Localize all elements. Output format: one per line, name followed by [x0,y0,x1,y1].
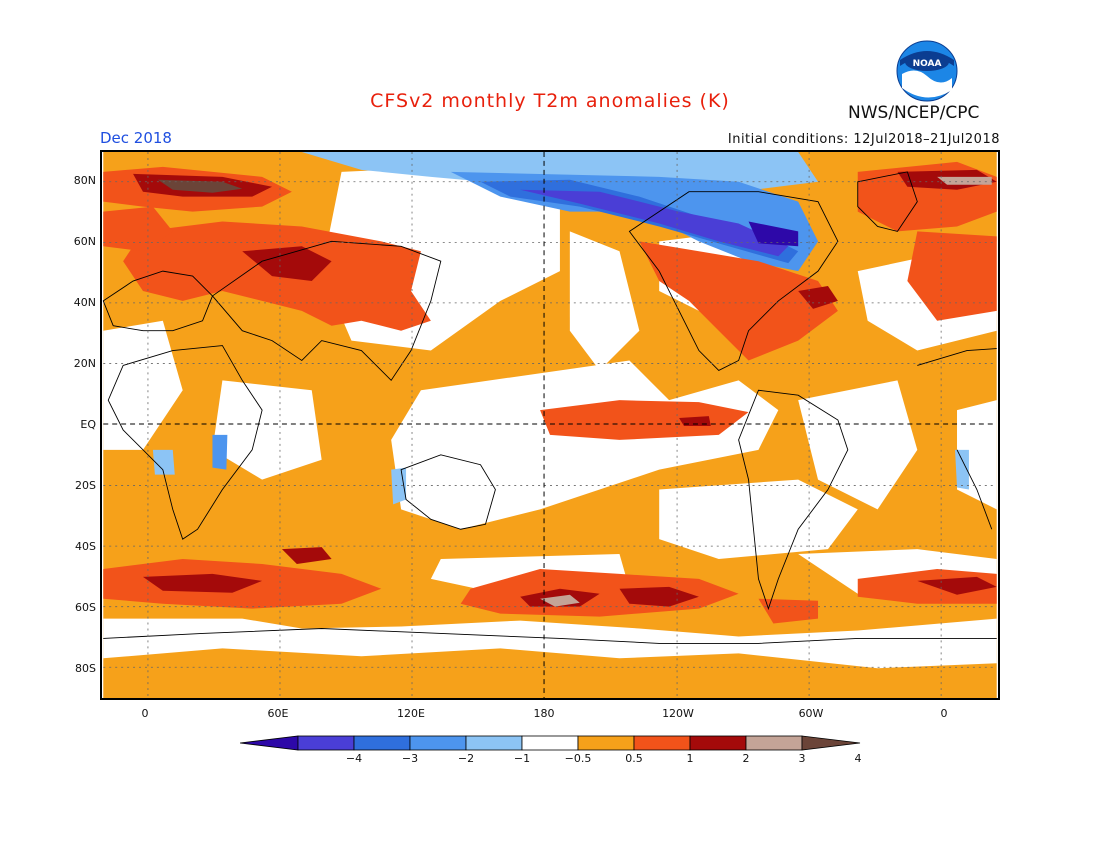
lon-label: 0 [940,707,948,720]
colorbar-label: 1 [686,752,694,765]
colorbar [240,735,861,751]
colorbar-label: 0.5 [625,752,643,765]
lon-label: 60E [267,707,289,720]
colorbar-cell [745,735,803,751]
lon-label: 120E [397,707,425,720]
lon-label: 60W [798,707,824,720]
agency-label: NWS/NCEP/CPC [848,103,980,123]
colorbar-cell [465,735,523,751]
lon-label: 0 [141,707,149,720]
lat-label: 80N [73,174,96,187]
colorbar-arrow-low [240,735,299,751]
noaa-logo: NOAA [896,40,958,102]
colorbar-label: −3 [401,752,419,765]
colorbar-cell [689,735,747,751]
anomaly-map [100,150,1000,700]
colorbar-label: 4 [854,752,862,765]
lat-label: 40N [73,296,96,309]
colorbar-label: −2 [457,752,475,765]
lat-label: 60N [73,235,96,248]
noaa-logo-text: NOAA [913,59,942,69]
colorbar-label: 2 [742,752,750,765]
lat-label: EQ [80,418,96,431]
colorbar-cell [409,735,467,751]
valid-month: Dec 2018 [100,129,172,147]
colorbar-label: 3 [798,752,806,765]
colorbar-label: −1 [513,752,531,765]
anomaly-field [102,152,997,698]
lon-label: 180 [533,707,555,720]
lat-label: 60S [75,601,96,614]
lat-label: 20S [75,479,96,492]
colorbar-cell [521,735,579,751]
colorbar-cell [297,735,355,751]
lat-label: 80S [75,662,96,675]
initial-conditions: Initial conditions: 12Jul2018–21Jul2018 [727,132,1000,147]
lat-label: 20N [73,357,96,370]
chart-title: CFSv2 monthly T2m anomalies (K) [370,90,730,112]
lon-label: 120W [662,707,694,720]
colorbar-arrow-high [801,735,861,751]
colorbar-cell [353,735,411,751]
colorbar-label: −0.5 [564,752,592,765]
colorbar-label: −4 [345,752,363,765]
colorbar-cell [633,735,691,751]
colorbar-cell [577,735,635,751]
lat-label: 40S [75,540,96,553]
